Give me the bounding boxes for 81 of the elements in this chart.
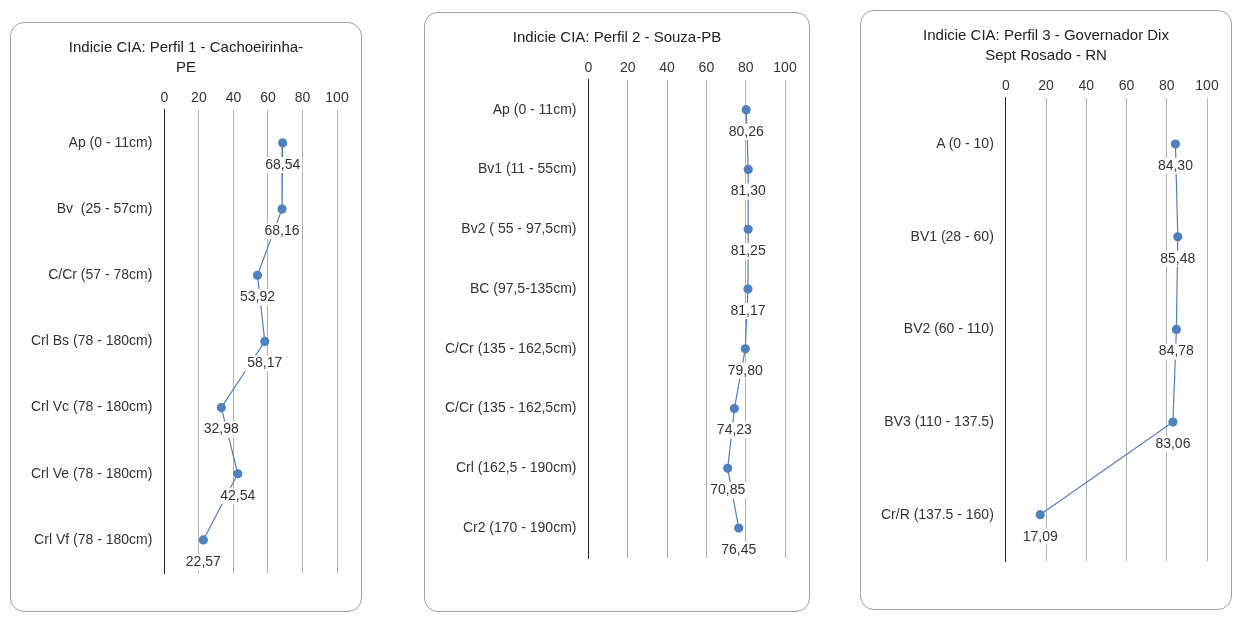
point [729, 403, 739, 414]
point [1173, 232, 1183, 242]
point [741, 105, 751, 115]
point [1170, 139, 1181, 149]
data-label: 79,80 [727, 361, 764, 378]
x-tick-label: 0 [584, 59, 593, 76]
point [198, 535, 208, 545]
y-tick-label: Crl Vc (78 - 180cm) [31, 398, 153, 415]
y-tick-label: Cr/R (137.5 - 160) [880, 505, 994, 522]
point [1168, 417, 1178, 427]
x-tick-label: 100 [1195, 77, 1219, 94]
data-label: 85,48 [1160, 249, 1196, 266]
y-tick-label: Bv2 ( 55 - 97,5cm) [461, 220, 577, 237]
x-tick-label: 0 [160, 89, 169, 106]
y-tick-label: C/Cr (135 - 162,5cm) [445, 399, 577, 416]
point [740, 344, 750, 354]
point [743, 284, 753, 294]
x-tick-label: 80 [294, 89, 311, 106]
data-label: 42,54 [220, 486, 256, 503]
x-tick-label: 40 [1078, 77, 1095, 94]
data-label: 32,98 [203, 420, 240, 437]
data-label: 17,09 [1022, 527, 1058, 544]
y-tick-label: Bv (25 - 57cm) [56, 199, 153, 216]
y-tick-label: C/Cr (135 - 162,5cm) [445, 339, 577, 356]
data-label: 83,06 [1155, 434, 1191, 451]
point [734, 523, 744, 533]
data-label: 68,54 [265, 155, 301, 172]
point [723, 463, 733, 473]
data-label: 81,30 [730, 182, 766, 199]
data-label: 81,17 [730, 301, 766, 318]
data-label: 68,16 [264, 221, 300, 238]
data-label: 80,26 [728, 122, 764, 139]
x-tick-label: 60 [260, 89, 276, 106]
data-label: 22,57 [185, 552, 222, 569]
y-tick-label: BV2 (60 - 110) [903, 320, 994, 337]
data-label: 58,17 [247, 354, 283, 371]
y-tick-label: BV1 (28 - 60) [910, 227, 994, 244]
chart-title: Indicie CIA: Perfil 1 - Cachoeirinha-PE [67, 37, 305, 77]
x-tick-label: 20 [620, 59, 636, 76]
data-label: 81,25 [730, 242, 766, 259]
y-tick-label: Cr2 (170 - 190cm) [462, 518, 577, 535]
y-tick-label: Crl (162,5 - 190cm) [455, 459, 577, 476]
y-tick-label: Crl Vf (78 - 180cm) [34, 530, 153, 547]
point [743, 224, 753, 234]
point [216, 402, 226, 413]
y-tick-label: BC (97,5-135cm) [469, 279, 577, 296]
data-label: 53,92 [239, 288, 276, 305]
data-label: 76,45 [721, 540, 757, 557]
x-tick-label: 100 [773, 59, 797, 76]
x-tick-label: 60 [1118, 77, 1135, 94]
y-tick-label: BV3 (110 - 137.5) [884, 412, 994, 429]
y-tick-label: Ap (0 - 11cm) [492, 100, 577, 117]
y-tick-label: Bv1 (11 - 55cm) [477, 160, 577, 177]
x-tick-label: 40 [659, 59, 676, 76]
point [1035, 510, 1045, 520]
x-tick-label: 20 [1038, 77, 1055, 94]
x-tick-label: 20 [191, 89, 207, 106]
y-tick-label: C/Cr (57 - 78cm) [48, 266, 153, 283]
x-tick-label: 80 [737, 59, 754, 76]
point [278, 138, 288, 148]
x-tick-label: 0 [1001, 77, 1010, 94]
point [743, 164, 753, 175]
x-tick-label: 60 [698, 59, 715, 76]
data-label: 74,23 [716, 421, 753, 438]
data-label: 84,78 [1158, 342, 1195, 359]
y-tick-label: A (0 - 10) [936, 134, 994, 151]
chart-title: Indicie CIA: Perfil 2 - Souza-PB [511, 27, 723, 47]
x-tick-label: 80 [1158, 77, 1175, 94]
y-tick-label: Crl Bs (78 - 180cm) [31, 332, 153, 349]
point [277, 204, 287, 214]
point [1171, 324, 1181, 334]
data-label: 70,85 [710, 481, 746, 498]
x-tick-label: 100 [325, 89, 349, 106]
point [260, 336, 270, 346]
y-tick-label: Crl Ve (78 - 180cm) [31, 464, 153, 481]
point [233, 469, 243, 479]
chart-title: Indicie CIA: Perfil 3 - Governador Dix Sept Rosado - RN [922, 25, 1170, 65]
y-tick-label: Ap (0 - 11cm) [68, 133, 153, 150]
x-tick-label: 40 [225, 89, 242, 106]
data-label: 84,30 [1157, 156, 1194, 173]
point [252, 270, 263, 280]
